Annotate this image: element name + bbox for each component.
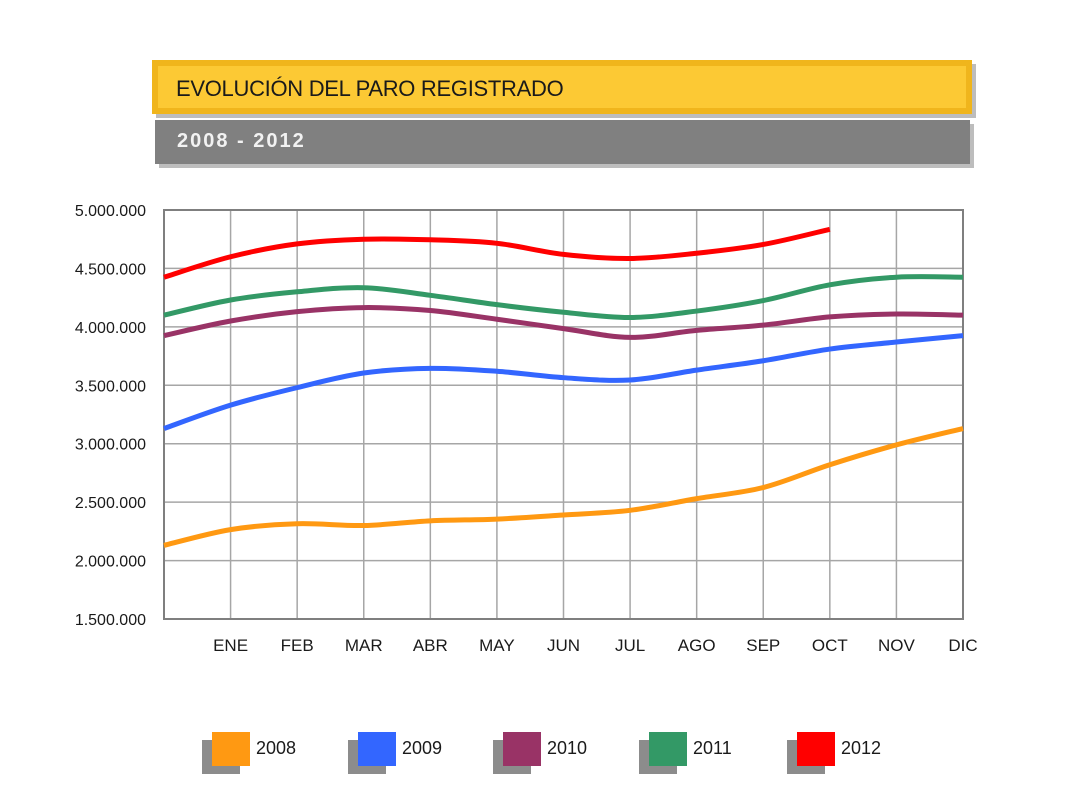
chart-subtitle: 2008 - 2012 [177, 130, 306, 152]
y-tick-label: 4.000.000 [75, 320, 146, 337]
chart-subtitle-banner: 2008 - 2012 [155, 120, 970, 164]
y-tick-label: 3.000.000 [75, 437, 146, 454]
series-line-2009 [163, 333, 964, 431]
chart-title-banner-inner: EVOLUCIÓN DEL PARO REGISTRADO [158, 66, 966, 108]
legend-swatch [358, 732, 396, 766]
plot-border [163, 209, 964, 620]
y-tick-label: 3.500.000 [75, 378, 146, 395]
legend-label: 2011 [693, 738, 732, 758]
legend-label: 2010 [547, 738, 588, 758]
legend-label: 2008 [256, 738, 297, 758]
legend-swatch [649, 732, 687, 766]
legend-swatch [212, 732, 250, 766]
legend-label: 2009 [402, 738, 443, 758]
y-tick-label: 2.500.000 [75, 495, 146, 512]
line-chart: 1.500.000 2.000.000 2.500.000 3.000.000 3.50… [75, 203, 978, 655]
y-tick-label: 1.500.000 [75, 612, 146, 629]
x-tick-label: MAY [479, 636, 515, 655]
x-tick-label: ENE [213, 636, 248, 655]
y-tick-label: 2.000.000 [75, 554, 146, 571]
legend-label: 2012 [841, 738, 882, 758]
x-tick-label: JUL [615, 636, 645, 655]
x-tick-label: AGO [678, 636, 716, 655]
x-tick-label: SEP [746, 636, 780, 655]
series-line-2012 [163, 226, 831, 280]
chart-title: EVOLUCIÓN DEL PARO REGISTRADO [176, 76, 564, 101]
series-line-2008 [163, 426, 964, 548]
x-tick-label: OCT [812, 636, 848, 655]
x-tick-label: NOV [878, 636, 916, 655]
y-tick-label: 5.000.000 [75, 203, 146, 220]
y-tick-label: 4.500.000 [75, 261, 146, 278]
series-line-2010 [163, 305, 964, 340]
x-tick-label: ABR [413, 636, 448, 655]
x-tick-label: JUN [547, 636, 580, 655]
series-line-2011 [163, 274, 964, 321]
x-tick-label: FEB [281, 636, 314, 655]
x-tick-label: MAR [345, 636, 383, 655]
legend-swatch [797, 732, 835, 766]
chart-title-banner: EVOLUCIÓN DEL PARO REGISTRADO [152, 60, 972, 114]
legend-swatch [503, 732, 541, 766]
x-tick-label: DIC [948, 636, 977, 655]
